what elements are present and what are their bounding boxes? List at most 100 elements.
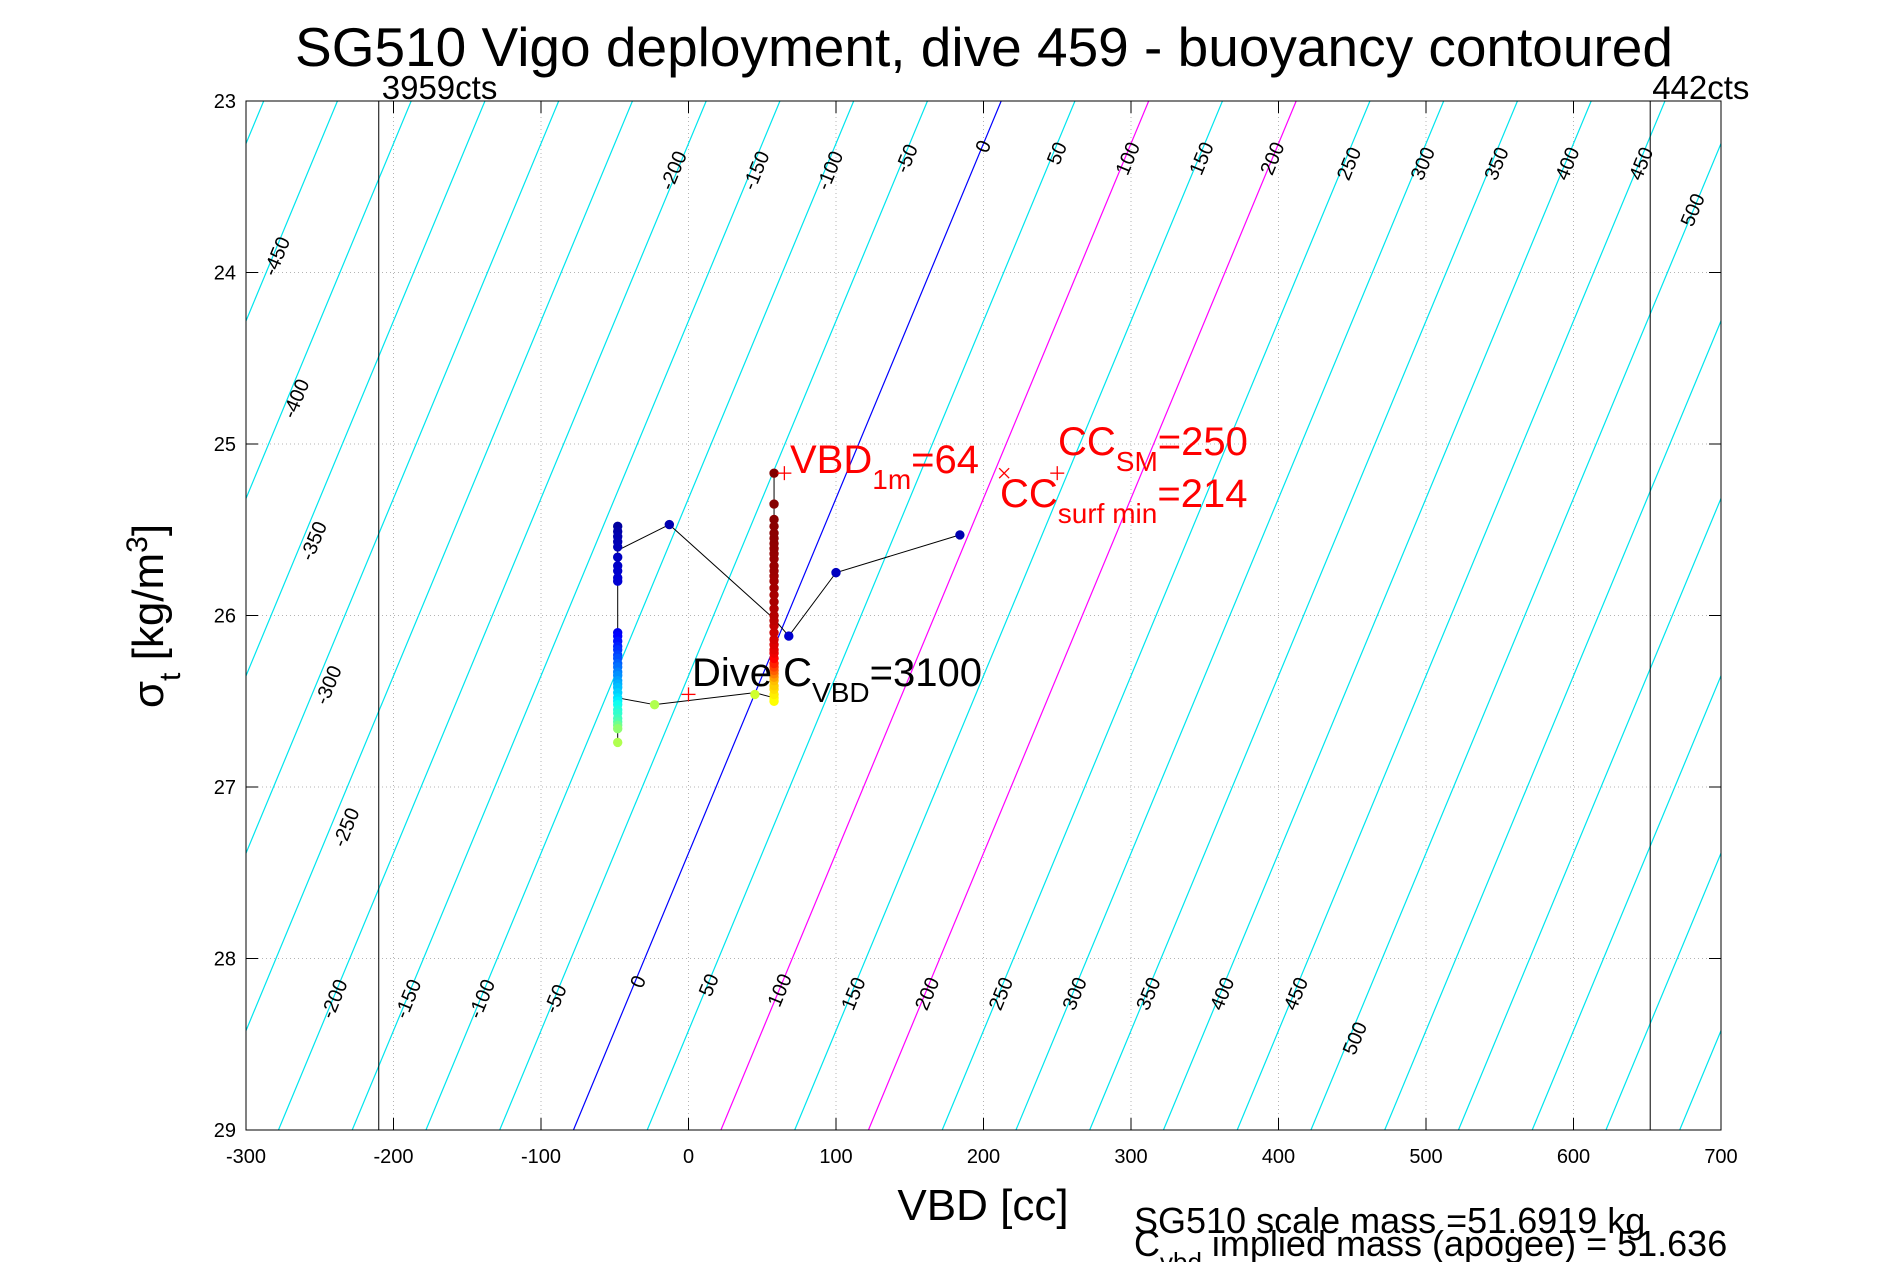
x-tick-label: 200 [967, 1146, 1000, 1168]
contour-label-neg50: -50 [540, 982, 571, 1017]
contour-line-300 [1015, 101, 1445, 1130]
contour-line-neg200 [277, 101, 707, 1130]
data-point [750, 689, 760, 700]
contour-line-850 [1827, 101, 1891, 1130]
contour-line-650 [1531, 674, 1721, 1130]
plus-marker [1050, 466, 1065, 481]
contour-label-neg200: -200 [656, 148, 692, 193]
y-tick-label: 29 [214, 1120, 236, 1142]
contour-label-450: 450 [1280, 974, 1313, 1013]
contour-label-neg150: -150 [739, 148, 775, 193]
contour-labels: -450 -400 -350 -300 -250 -200 -150 -100 -50 0 50 10… [259, 137, 1709, 1058]
contour-label-150: 150 [837, 974, 870, 1013]
y-tick-label: 25 [214, 434, 236, 456]
annotation-dive-cvbd: Dive CVBD=3100 [692, 651, 982, 708]
contour-line-neg100 [425, 101, 855, 1130]
contour-label-50: 50 [1043, 139, 1072, 168]
contour-label-350: 350 [1481, 144, 1514, 183]
contour-line-neg450 [246, 101, 339, 323]
y-axis-label-end: ] [124, 524, 173, 536]
data-point [955, 530, 965, 540]
chart-title: SG510 Vigo deployment, dive 459 - buoyan… [295, 16, 1673, 78]
contour-line-500 [1310, 142, 1721, 1130]
contour-label-300: 300 [1407, 144, 1440, 183]
contour-label-450: 450 [1625, 144, 1658, 183]
contour-line-200 [867, 101, 1297, 1130]
x-tick-label: -200 [373, 1146, 413, 1168]
contour-line-50 [646, 101, 1076, 1130]
contour-label-400: 400 [1206, 974, 1239, 1013]
data-point [613, 542, 623, 552]
contour-label-200: 200 [911, 974, 944, 1013]
dive-path-line [617, 524, 961, 637]
contour-label-350: 350 [1132, 974, 1165, 1013]
y-tick-label: 28 [214, 949, 236, 971]
footer-scale-mass: SG510 scale mass =51.6919 kg [1134, 1200, 1645, 1241]
y-axis-label-sup: 3 [121, 536, 154, 553]
x-tick-label: 600 [1557, 1146, 1590, 1168]
x-tick-label: -100 [521, 1146, 561, 1168]
plot-frame [245, 100, 1722, 1131]
contour-line-neg650 [0, 101, 42, 1130]
contour-label-neg200: -200 [317, 976, 353, 1021]
data-point [613, 737, 623, 748]
annotation-cc-surf-min: CCsurf min=214 [1000, 472, 1247, 529]
y-axis-label-rest: [kg/m [124, 553, 173, 673]
contour-label-250: 250 [1333, 144, 1366, 183]
x-tick-label: 0 [683, 1146, 694, 1168]
x-tick-label: 400 [1262, 1146, 1295, 1168]
data-point [769, 499, 779, 509]
grid-lines [246, 101, 1721, 1130]
contour-line-neg250 [246, 101, 634, 1033]
x-tick-label: 700 [1704, 1146, 1737, 1168]
contour-label-0: 0 [626, 973, 651, 992]
contour-line-100 [720, 101, 1150, 1130]
contour-label-neg100: -100 [813, 148, 849, 193]
data-point [613, 552, 623, 562]
plus-marker [777, 466, 792, 481]
contour-line-neg350 [246, 101, 486, 678]
contour-label-500: 500 [1339, 1019, 1372, 1058]
contour-line-0 [572, 101, 1002, 1130]
contour-line-neg400 [246, 101, 412, 500]
y-axis-label-sub: t [154, 672, 187, 681]
annotation-vbd1m: VBD1m=64 [790, 438, 979, 495]
data-point [613, 723, 623, 734]
dive-path [617, 473, 961, 743]
axis-ticks: -300 -200 -100 0 100 200 300 400 500 600 700232425… [214, 91, 1738, 1168]
data-point [649, 699, 660, 710]
dive-path-line-bottom [617, 692, 775, 706]
y-tick-label: 26 [214, 606, 236, 628]
contour-label-neg100: -100 [465, 976, 501, 1021]
contour-label-neg350: -350 [296, 518, 332, 563]
contour-label-neg150: -150 [391, 976, 427, 1021]
contour-line-550 [1384, 319, 1721, 1130]
vbd-limit-label: 3959cts [382, 69, 498, 106]
x-tick-label: 500 [1409, 1146, 1442, 1168]
contour-label-neg400: -400 [279, 376, 315, 421]
vbd-limit-lines: 3959cts 442cts [378, 69, 1749, 1130]
data-points [613, 468, 965, 748]
contour-label-neg250: -250 [329, 805, 365, 850]
contour-label-50: 50 [695, 971, 724, 1000]
contour-label-150: 150 [1186, 139, 1219, 178]
contour-line-800 [1753, 101, 1891, 1130]
contour-label-250: 250 [985, 974, 1018, 1013]
contour-label-400: 400 [1551, 144, 1584, 183]
data-point [613, 576, 623, 586]
y-tick-label: 27 [214, 777, 236, 799]
contour-line-neg150 [351, 101, 781, 1130]
data-point [831, 567, 841, 578]
contour-label-neg50: -50 [891, 141, 922, 176]
marker-stroke [998, 467, 1010, 479]
contour-label-300: 300 [1059, 974, 1092, 1013]
x-tick-label: 100 [819, 1146, 852, 1168]
data-point [664, 519, 675, 530]
x-axis-label: VBD [cc] [897, 1181, 1068, 1230]
contour-line-450 [1236, 101, 1666, 1130]
y-tick-label: 24 [214, 263, 236, 285]
contour-line-600 [1457, 496, 1721, 1130]
buoyancy-contours [0, 101, 1891, 1130]
x-tick-label: 300 [1114, 1146, 1147, 1168]
contour-line-350 [1089, 101, 1519, 1130]
